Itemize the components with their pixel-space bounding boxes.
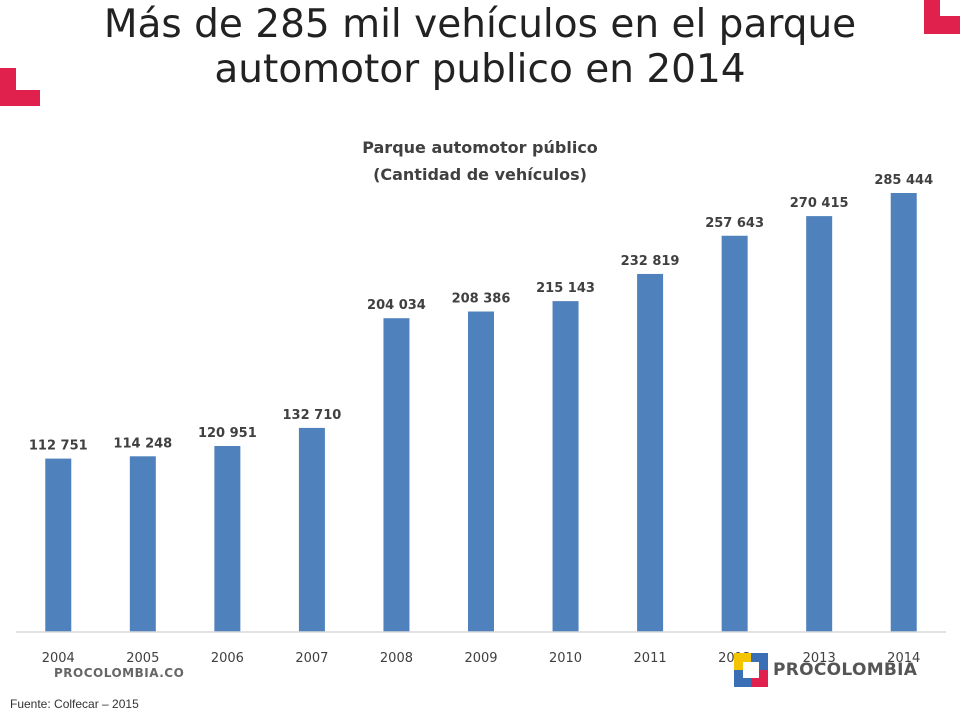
slide-title-line1: Más de 285 mil vehículos en el parque [103,2,857,47]
bar-2006 [214,445,241,632]
bar-2009 [468,311,494,632]
procolombia-logo-icon [734,653,768,687]
chart-title-line2: (Cantidad de vehículos) [373,165,587,184]
bar-2004 [45,458,72,632]
footer-url: PROCOLOMBIA.CO [52,666,187,680]
bar-2010 [552,301,579,632]
bar-2007 [298,427,325,632]
data-label-2006: 120 951 [198,426,257,441]
chart-title-line1: Parque automotor público [362,138,598,157]
bar-2008 [383,318,410,632]
slide-title-line2: automotor publico en 2014 [214,47,746,92]
data-label-2012: 257 643 [705,216,764,231]
data-label-2010: 215 143 [536,281,595,296]
x-tick-label-2009: 2009 [464,651,497,666]
source-note: Fuente: Colfecar – 2015 [10,697,139,711]
x-tick-label-2014: 2014 [887,651,920,666]
corner-mark-left [0,68,40,106]
bar-2005 [129,456,156,632]
x-tick-label-2013: 2013 [803,651,836,666]
brand-name: PROCOLOMBIA [773,660,918,680]
data-label-2005: 114 248 [113,436,172,451]
x-tick-label-2011: 2011 [634,651,667,666]
x-tick-label-2010: 2010 [549,651,582,666]
x-tick-label-2005: 2005 [126,651,159,666]
corner-mark-right [924,0,960,34]
bar-2014 [890,193,917,632]
bar-2013 [806,216,833,632]
slide-title: Más de 285 mil vehículos en el parque au… [60,2,900,92]
data-label-2008: 204 034 [367,298,426,313]
x-tick-label-2004: 2004 [42,651,75,666]
bar-2012 [721,235,748,632]
data-label-2013: 270 415 [790,196,849,211]
x-tick-label-2007: 2007 [295,651,328,666]
data-label-2004: 112 751 [29,439,88,454]
bars-layer: 112 751 2004 114 248 2005 120 951 2006 132 710… [29,173,933,666]
bar-2011 [637,273,664,632]
x-tick-label-2008: 2008 [380,651,413,666]
x-tick-label-2006: 2006 [211,651,244,666]
data-label-2009: 208 386 [452,292,511,307]
data-label-2014: 285 444 [874,173,933,188]
data-label-2007: 132 710 [283,408,342,423]
data-label-2011: 232 819 [621,254,680,269]
